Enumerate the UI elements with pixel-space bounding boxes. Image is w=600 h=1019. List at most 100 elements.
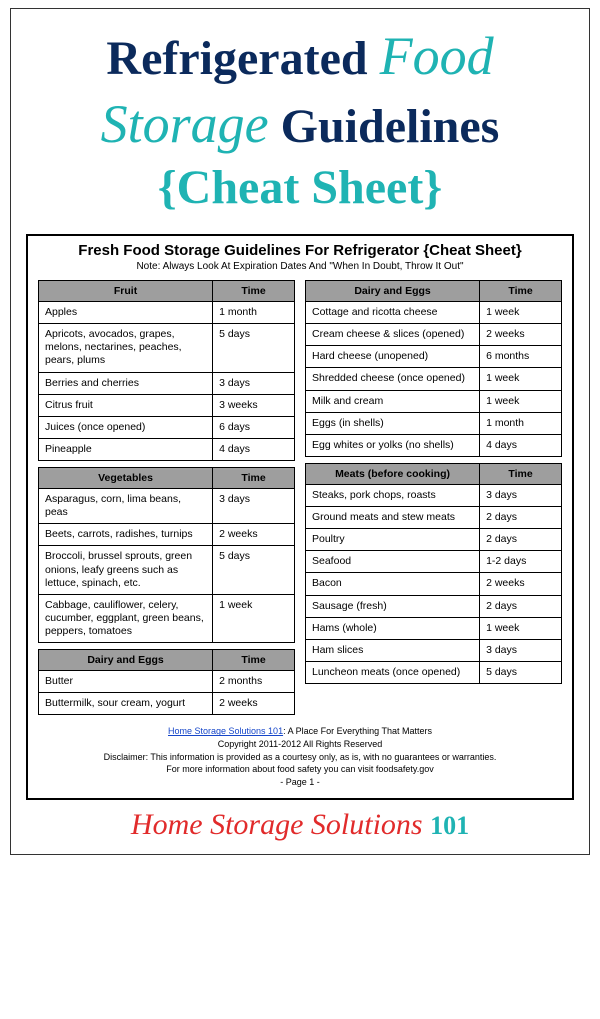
time-cell: 2 months xyxy=(213,671,295,693)
item-cell: Seafood xyxy=(306,551,480,573)
dairy-header: Dairy and Eggs xyxy=(306,281,480,302)
item-cell: Broccoli, brussel sprouts, green onions,… xyxy=(39,546,213,594)
item-cell: Hams (whole) xyxy=(306,617,480,639)
footer-disclaimer: Disclaimer: This information is provided… xyxy=(38,751,562,764)
cheat-sheet-box: Fresh Food Storage Guidelines For Refrig… xyxy=(26,234,574,800)
title-word-food: Food xyxy=(380,26,494,86)
item-cell: Hard cheese (unopened) xyxy=(306,346,480,368)
item-cell: Pineapple xyxy=(39,438,213,460)
fruit-header: Fruit xyxy=(39,281,213,302)
time-header: Time xyxy=(213,281,295,302)
time-cell: 5 days xyxy=(480,661,562,683)
item-cell: Egg whites or yolks (no shells) xyxy=(306,434,480,456)
time-cell: 1 week xyxy=(480,390,562,412)
table-row: Shredded cheese (once opened)1 week xyxy=(306,368,562,390)
time-cell: 2 weeks xyxy=(213,524,295,546)
dairy-table-left: Dairy and Eggs Time Butter2 monthsButter… xyxy=(38,649,295,715)
item-cell: Ham slices xyxy=(306,639,480,661)
title-line-2: Storage Guidelines xyxy=(21,91,579,159)
sheet-heading: Fresh Food Storage Guidelines For Refrig… xyxy=(38,242,562,259)
meats-header: Meats (before cooking) xyxy=(306,463,480,484)
item-cell: Cabbage, cauliflower, celery, cucumber, … xyxy=(39,594,213,642)
table-header-row: Dairy and Eggs Time xyxy=(39,650,295,671)
table-row: Poultry2 days xyxy=(306,529,562,551)
right-column: Dairy and Eggs Time Cottage and ricotta … xyxy=(305,280,562,715)
item-cell: Steaks, pork chops, roasts xyxy=(306,484,480,506)
time-cell: 2 weeks xyxy=(480,573,562,595)
table-row: Steaks, pork chops, roasts3 days xyxy=(306,484,562,506)
time-cell: 1 month xyxy=(213,302,295,324)
item-cell: Berries and cherries xyxy=(39,372,213,394)
table-row: Cottage and ricotta cheese1 week xyxy=(306,302,562,324)
table-row: Ground meats and stew meats2 days xyxy=(306,507,562,529)
table-row: Butter2 months xyxy=(39,671,295,693)
table-row: Apricots, avocados, grapes, melons, nect… xyxy=(39,324,295,372)
item-cell: Apricots, avocados, grapes, melons, nect… xyxy=(39,324,213,372)
item-cell: Shredded cheese (once opened) xyxy=(306,368,480,390)
table-row: Berries and cherries3 days xyxy=(39,372,295,394)
brand-logo: Home Storage Solutions 101 xyxy=(11,808,589,842)
item-cell: Ground meats and stew meats xyxy=(306,507,480,529)
item-cell: Milk and cream xyxy=(306,390,480,412)
item-cell: Sausage (fresh) xyxy=(306,595,480,617)
brand-number: 101 xyxy=(430,811,469,840)
dairy-header: Dairy and Eggs xyxy=(39,650,213,671)
time-cell: 2 weeks xyxy=(480,324,562,346)
title-line-1: Refrigerated Food xyxy=(21,23,579,91)
table-row: Juices (once opened)6 days xyxy=(39,416,295,438)
item-cell: Butter xyxy=(39,671,213,693)
item-cell: Poultry xyxy=(306,529,480,551)
veg-header: Vegetables xyxy=(39,468,213,489)
time-cell: 1 week xyxy=(213,594,295,642)
table-row: Milk and cream1 week xyxy=(306,390,562,412)
time-cell: 2 days xyxy=(480,507,562,529)
sheet-footer: Home Storage Solutions 101: A Place For … xyxy=(38,725,562,788)
table-header-row: Meats (before cooking) Time xyxy=(306,463,562,484)
time-cell: 2 days xyxy=(480,595,562,617)
page-frame: Refrigerated Food Storage Guidelines {Ch… xyxy=(10,8,590,855)
table-row: Cabbage, cauliflower, celery, cucumber, … xyxy=(39,594,295,642)
footer-more-info: For more information about food safety y… xyxy=(38,763,562,776)
left-column: Fruit Time Apples1 monthApricots, avocad… xyxy=(38,280,295,715)
time-cell: 3 days xyxy=(213,489,295,524)
item-cell: Citrus fruit xyxy=(39,394,213,416)
time-cell: 6 months xyxy=(480,346,562,368)
vegetables-table: Vegetables Time Asparagus, corn, lima be… xyxy=(38,467,295,643)
table-row: Asparagus, corn, lima beans, peas3 days xyxy=(39,489,295,524)
time-cell: 3 days xyxy=(213,372,295,394)
table-row: Hard cheese (unopened)6 months xyxy=(306,346,562,368)
table-row: Eggs (in shells)1 month xyxy=(306,412,562,434)
time-cell: 4 days xyxy=(480,434,562,456)
time-cell: 3 days xyxy=(480,639,562,661)
table-row: Egg whites or yolks (no shells)4 days xyxy=(306,434,562,456)
table-row: Cream cheese & slices (opened)2 weeks xyxy=(306,324,562,346)
time-cell: 1 month xyxy=(480,412,562,434)
footer-tagline: : A Place For Everything That Matters xyxy=(283,726,432,736)
dairy-table-right: Dairy and Eggs Time Cottage and ricotta … xyxy=(305,280,562,457)
item-cell: Bacon xyxy=(306,573,480,595)
time-cell: 2 days xyxy=(480,529,562,551)
table-row: Buttermilk, sour cream, yogurt2 weeks xyxy=(39,693,295,715)
title-word-refrigerated: Refrigerated xyxy=(106,32,367,85)
title-word-guidelines: Guidelines xyxy=(281,100,500,153)
columns: Fruit Time Apples1 monthApricots, avocad… xyxy=(38,280,562,715)
meats-table: Meats (before cooking) Time Steaks, pork… xyxy=(305,463,562,684)
table-row: Citrus fruit3 weeks xyxy=(39,394,295,416)
time-header: Time xyxy=(213,468,295,489)
table-row: Hams (whole)1 week xyxy=(306,617,562,639)
item-cell: Beets, carrots, radishes, turnips xyxy=(39,524,213,546)
time-cell: 1 week xyxy=(480,302,562,324)
sheet-note: Note: Always Look At Expiration Dates An… xyxy=(38,261,562,272)
time-cell: 2 weeks xyxy=(213,693,295,715)
item-cell: Luncheon meats (once opened) xyxy=(306,661,480,683)
footer-link[interactable]: Home Storage Solutions 101 xyxy=(168,726,283,736)
fruit-table: Fruit Time Apples1 monthApricots, avocad… xyxy=(38,280,295,461)
time-cell: 5 days xyxy=(213,324,295,372)
time-cell: 1 week xyxy=(480,617,562,639)
time-cell: 6 days xyxy=(213,416,295,438)
footer-page: - Page 1 - xyxy=(38,776,562,789)
footer-copyright: Copyright 2011-2012 All Rights Reserved xyxy=(38,738,562,751)
table-row: Sausage (fresh)2 days xyxy=(306,595,562,617)
time-header: Time xyxy=(480,463,562,484)
title-block: Refrigerated Food Storage Guidelines {Ch… xyxy=(11,9,589,228)
